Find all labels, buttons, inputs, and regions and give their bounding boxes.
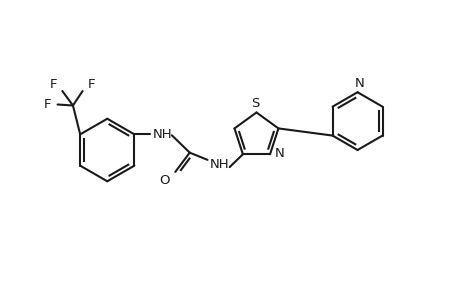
Text: N: N — [274, 147, 284, 160]
Text: NH: NH — [210, 158, 230, 171]
Text: O: O — [159, 174, 169, 187]
Text: NH: NH — [152, 128, 172, 141]
Text: F: F — [87, 78, 95, 91]
Text: F: F — [44, 98, 51, 111]
Text: S: S — [251, 97, 259, 110]
Text: F: F — [50, 78, 57, 91]
Text: N: N — [354, 77, 364, 90]
